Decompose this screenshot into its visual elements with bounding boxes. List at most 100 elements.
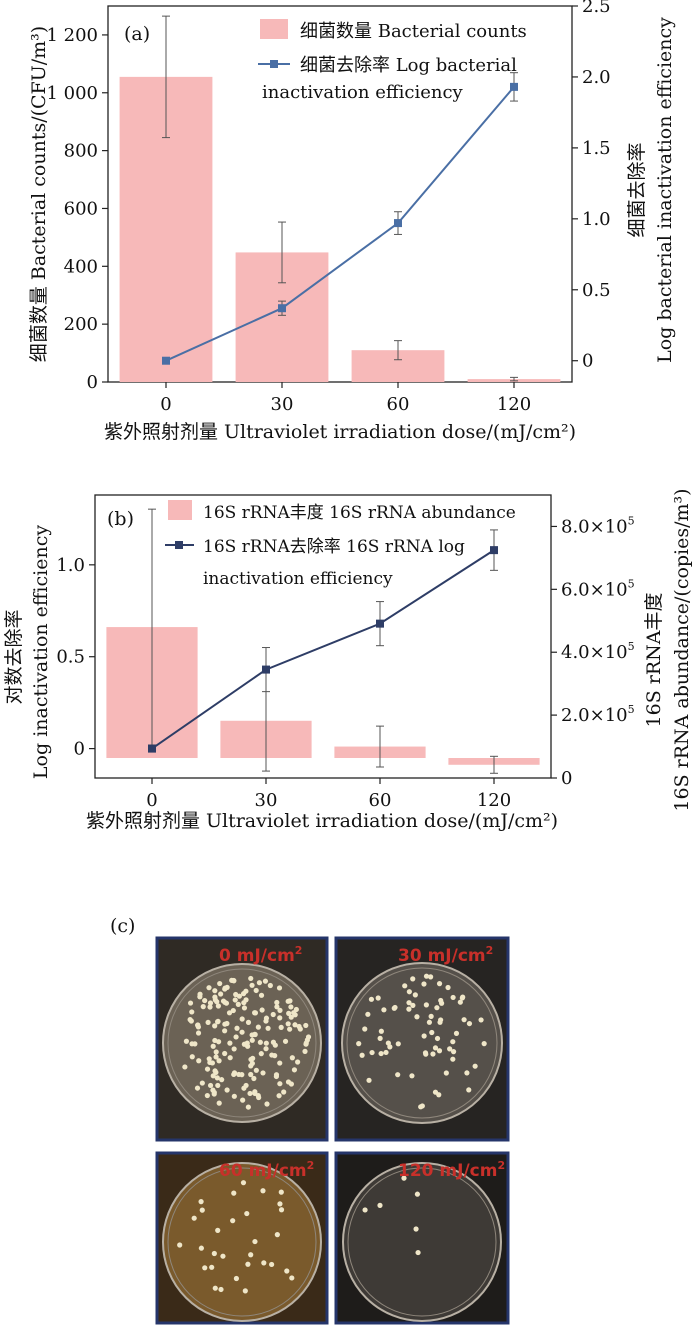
colony bbox=[252, 1090, 258, 1096]
colony bbox=[183, 1038, 190, 1044]
colony bbox=[226, 1010, 233, 1016]
colony bbox=[231, 1071, 237, 1078]
colony bbox=[460, 994, 466, 1000]
colony bbox=[450, 1056, 456, 1062]
colony bbox=[212, 1023, 218, 1029]
bar-series-bacterial-counts bbox=[119, 15, 561, 382]
colony bbox=[236, 993, 242, 999]
colony bbox=[466, 1087, 472, 1093]
y2-axis-title-en-a: Log bacterial inactivation efficiency bbox=[654, 17, 676, 363]
y2-axis-title-en-b: 16S rRNA abundance/(copies/m³) bbox=[671, 488, 693, 811]
colony bbox=[284, 1268, 290, 1274]
colony bbox=[453, 1030, 460, 1036]
colony bbox=[421, 981, 427, 987]
y2tick-label: 8.0×105 bbox=[561, 514, 635, 537]
colony bbox=[216, 1058, 222, 1064]
colony bbox=[224, 1087, 230, 1093]
photo-panel-c: (c) 0 mJ/cm2 30 mJ/cm2 60 mJ/cm2 120 mJ/cm2 bbox=[110, 915, 510, 1325]
colony bbox=[195, 1030, 202, 1036]
colony bbox=[285, 998, 291, 1004]
colony bbox=[438, 997, 444, 1004]
colony bbox=[378, 1050, 384, 1057]
colony bbox=[264, 1101, 270, 1107]
colony bbox=[220, 1253, 226, 1259]
y2tick-label: 2.5 bbox=[582, 0, 611, 17]
xtick-label: 30 bbox=[255, 790, 278, 811]
xtick-label: 60 bbox=[387, 394, 410, 415]
y2tick-label: 2.0×105 bbox=[561, 703, 635, 726]
series-line bbox=[165, 86, 515, 362]
legend-label-log-bacterial: 细菌去除率 Log bacterial bbox=[300, 55, 517, 76]
colony bbox=[210, 1073, 216, 1079]
colony bbox=[356, 1041, 362, 1047]
colony bbox=[216, 1100, 222, 1106]
colony bbox=[218, 991, 224, 997]
colony bbox=[200, 1004, 206, 1010]
colony bbox=[194, 1085, 201, 1091]
colony bbox=[233, 1275, 240, 1282]
colony bbox=[443, 1070, 449, 1076]
colony bbox=[302, 1048, 308, 1054]
xtick-label: 120 bbox=[497, 394, 531, 415]
y2-axis-title-cn-b: 16S rRNA丰度 bbox=[643, 593, 665, 728]
colony bbox=[187, 1000, 194, 1006]
colony bbox=[240, 1097, 246, 1103]
colony bbox=[481, 1041, 487, 1047]
colony bbox=[406, 989, 412, 995]
colony bbox=[286, 1010, 292, 1016]
colony bbox=[215, 1018, 221, 1025]
colony bbox=[222, 1028, 228, 1034]
colony bbox=[209, 1264, 215, 1270]
y2-axis-title-cn-a: 细菌去除率 bbox=[626, 142, 648, 237]
colony bbox=[207, 1004, 213, 1010]
colony bbox=[414, 1014, 420, 1020]
xtick-label: 0 bbox=[146, 790, 157, 811]
colony bbox=[242, 1288, 248, 1294]
colony bbox=[252, 1238, 258, 1245]
petri-dish bbox=[342, 1162, 502, 1322]
y2tick-label: 6.0×105 bbox=[561, 577, 635, 600]
line-series-16s-log-inactivation bbox=[148, 529, 498, 753]
series-line bbox=[151, 549, 495, 750]
colony bbox=[261, 1260, 267, 1266]
colony bbox=[296, 1023, 302, 1030]
panel-label-c: (c) bbox=[110, 915, 135, 937]
petri-dish bbox=[341, 962, 503, 1124]
colony bbox=[288, 1004, 294, 1010]
colony bbox=[245, 1019, 252, 1025]
colony bbox=[277, 1201, 283, 1207]
colony bbox=[231, 1046, 237, 1052]
colony bbox=[385, 1040, 391, 1046]
xtick-label: 30 bbox=[271, 394, 294, 415]
legend-marker-b bbox=[175, 541, 183, 549]
colony bbox=[406, 1000, 412, 1006]
colony bbox=[461, 1017, 467, 1023]
colony bbox=[258, 992, 265, 998]
colony bbox=[224, 1020, 230, 1027]
colony bbox=[415, 1249, 421, 1256]
ytick-label: 1.0 bbox=[56, 555, 85, 576]
panel-label-a: (a) bbox=[124, 23, 150, 45]
plate-dose-label: 30 mJ/cm2 bbox=[398, 944, 493, 966]
colony bbox=[206, 985, 212, 991]
colony bbox=[428, 1013, 434, 1019]
ytick-label: 1 000 bbox=[46, 83, 98, 104]
colony bbox=[247, 1090, 253, 1097]
y2tick-label: 2.0 bbox=[582, 67, 611, 88]
colony bbox=[436, 1048, 443, 1054]
colony bbox=[289, 1275, 295, 1281]
colony bbox=[377, 1202, 383, 1208]
colony bbox=[375, 995, 381, 1001]
colony bbox=[227, 1040, 233, 1046]
colony bbox=[253, 1067, 259, 1073]
colony bbox=[422, 1050, 429, 1056]
legend-marker-a bbox=[270, 60, 278, 68]
colony bbox=[199, 1080, 205, 1086]
colony bbox=[215, 1227, 221, 1233]
x-axis-title-a: 紫外照射剂量 Ultraviolet irradiation dose/(mJ/… bbox=[104, 421, 576, 443]
ytick-label: 1 200 bbox=[46, 25, 98, 46]
plate-dose-label: 0 mJ/cm2 bbox=[219, 944, 302, 966]
right-axis-ticks-a: 0 0.5 1.0 1.5 2.0 2.5 bbox=[572, 0, 611, 372]
colony bbox=[303, 1041, 309, 1047]
